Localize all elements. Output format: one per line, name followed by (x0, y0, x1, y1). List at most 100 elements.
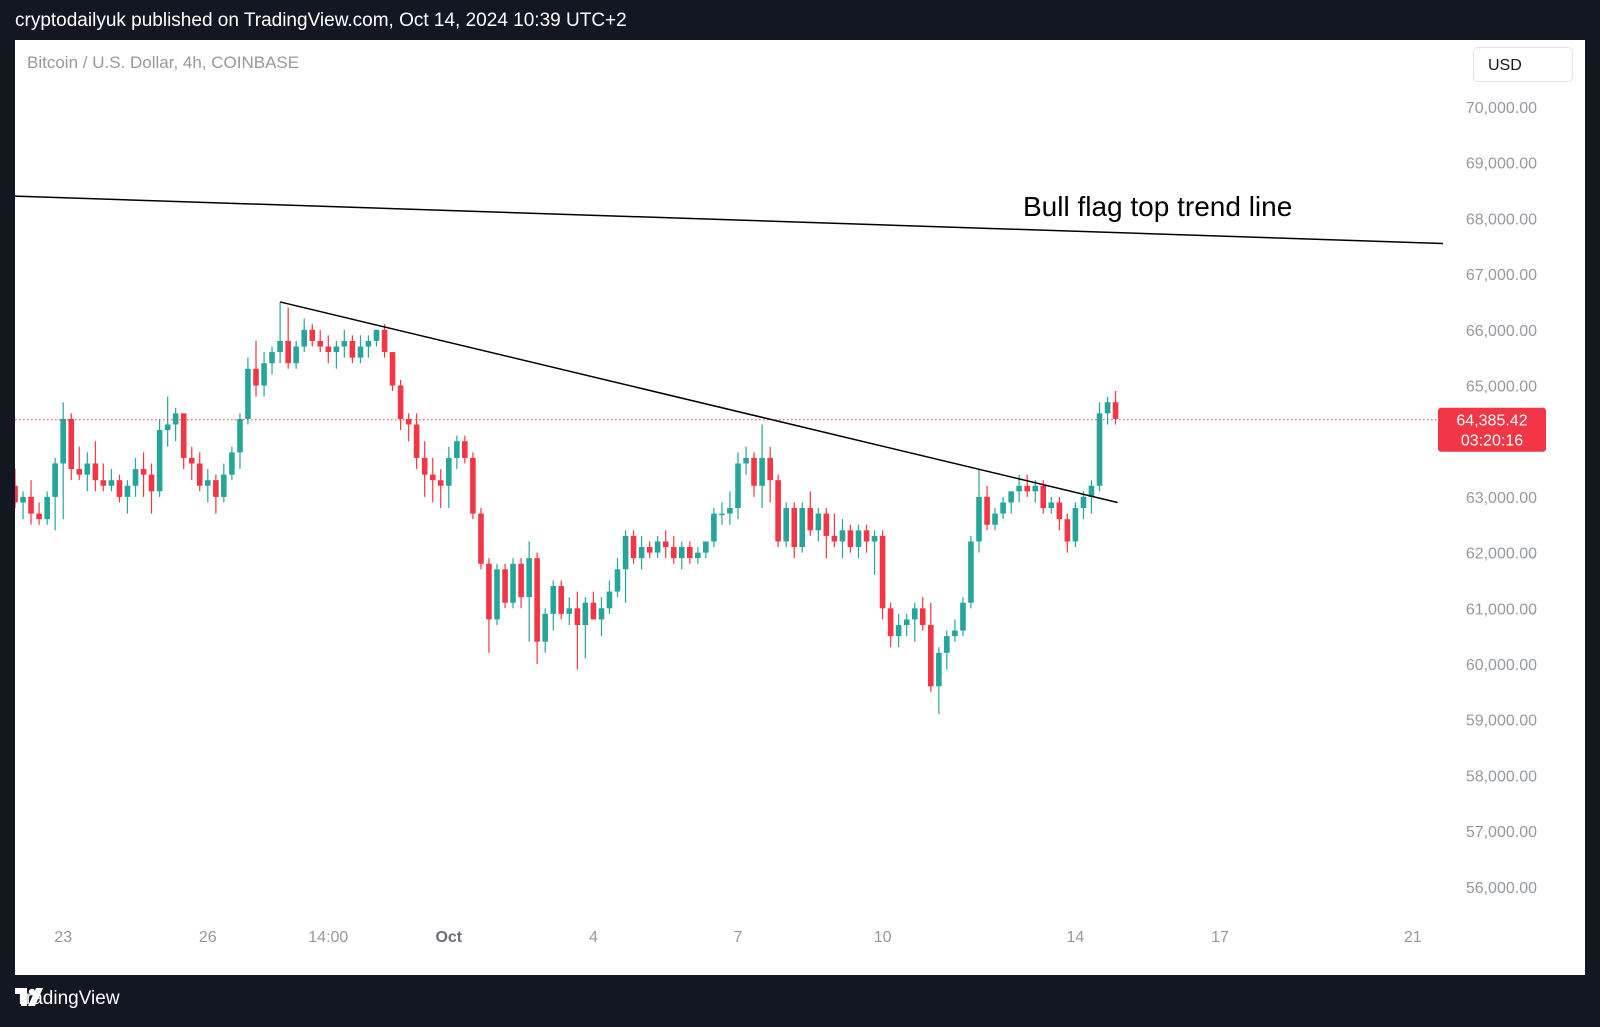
candle-down (590, 602, 597, 620)
candle-down (791, 508, 798, 548)
candle-down (213, 480, 219, 497)
y-tick-label: 60,000.00 (1466, 657, 1537, 674)
candle-down (879, 535, 886, 609)
annotation-layer: Bull flag top trend line (1023, 191, 1292, 222)
candle-up (1096, 413, 1103, 486)
candle-down (325, 346, 332, 353)
candle-up (229, 452, 235, 475)
candle-up (132, 469, 139, 486)
candle-down (687, 547, 693, 559)
candle-up (1072, 508, 1079, 542)
last-price-label: 64,385.42 (1456, 413, 1527, 430)
candle-down (662, 541, 669, 548)
candlestick-chart[interactable]: 70,000.00 69,000.00 68,000.00 67,000.00 66,0… (15, 40, 1585, 975)
candle-up (454, 441, 460, 458)
candle-up (172, 413, 179, 425)
candle-down (863, 530, 870, 542)
candle-up (815, 513, 822, 531)
y-tick-label: 56,000.00 (1466, 880, 1537, 897)
candle-up (221, 474, 227, 497)
candle-up (614, 569, 621, 592)
trend-line (279, 301, 1118, 504)
candle-down (36, 513, 42, 520)
trend-line-annotation: Bull flag top trend line (1023, 191, 1292, 222)
chart-panel[interactable]: 70,000.00 69,000.00 68,000.00 67,000.00 66,0… (15, 40, 1585, 975)
candle-down (413, 424, 420, 458)
candle-up (1104, 402, 1111, 414)
candle-up (759, 457, 765, 486)
candle-up (711, 513, 717, 542)
candle-up (550, 586, 557, 614)
candle-down (253, 368, 259, 386)
candle-down (1056, 502, 1063, 520)
candle-down (180, 413, 187, 458)
candle-down (831, 535, 838, 542)
candle-down (28, 496, 34, 514)
candle-down (670, 547, 677, 559)
candle-up (164, 424, 171, 431)
candle-up (373, 329, 380, 341)
candle-down (349, 340, 356, 358)
candle-down (148, 474, 155, 492)
candle-up (952, 630, 958, 637)
candle-down (919, 608, 926, 626)
candle-down (823, 513, 830, 536)
y-tick-label: 68,000.00 (1466, 211, 1537, 228)
candle-up (1000, 502, 1006, 514)
candle-down (76, 469, 83, 475)
time-axis: 23 26 14:00 Oct 4 7 10 14 17 21 (54, 929, 1421, 946)
candle-down (429, 474, 436, 481)
candle-up (992, 513, 998, 525)
candle-down (381, 329, 388, 353)
tradingview-logo-icon (15, 988, 43, 1006)
candle-down (486, 563, 492, 620)
candle-down (397, 385, 404, 419)
y-tick-label: 65,000.00 (1466, 379, 1537, 396)
candle-down (558, 586, 565, 614)
candle-up (895, 625, 902, 637)
x-tick-label: 14:00 (308, 929, 348, 946)
candle-down (116, 480, 123, 497)
candle-down (140, 469, 147, 475)
y-tick-label: 67,000.00 (1466, 267, 1537, 284)
candle-up (799, 508, 806, 548)
candle-down (15, 485, 18, 503)
trend-line (15, 195, 1443, 245)
candle-down (421, 457, 428, 475)
candle-up (783, 508, 789, 542)
candle-up (44, 496, 50, 520)
x-tick-label: 14 (1067, 929, 1085, 946)
candle-up (542, 613, 548, 642)
candle-down (847, 530, 854, 548)
candle-up (622, 535, 629, 570)
candle-up (333, 346, 340, 353)
tradingview-logo[interactable]: TradingView (15, 988, 120, 1010)
currency-selector[interactable]: USD (1473, 47, 1573, 82)
candle-down (92, 463, 99, 481)
candle-up (1048, 502, 1055, 509)
candle-up (494, 569, 500, 620)
candle-up (357, 346, 364, 358)
candle-down (68, 418, 75, 470)
candle-down (188, 457, 195, 464)
candle-up (341, 340, 348, 347)
x-tick-label: Oct (435, 929, 462, 946)
candle-down (1024, 485, 1030, 492)
candle-down (405, 418, 412, 425)
candle-down (534, 558, 540, 642)
x-tick-label: 10 (874, 929, 892, 946)
candle-down (1040, 485, 1047, 509)
last-price-badge (1438, 407, 1546, 452)
candle-down (196, 463, 203, 486)
candle-down (984, 496, 990, 525)
candle-down (751, 457, 757, 486)
candle-up (582, 602, 589, 626)
x-tick-label: 17 (1211, 929, 1229, 946)
y-tick-label: 70,000.00 (1466, 100, 1537, 117)
symbol-title[interactable]: Bitcoin / U.S. Dollar, 4h, COINBASE (27, 53, 300, 72)
candle-down (285, 340, 291, 364)
candle-up (719, 513, 725, 516)
x-tick-label: 21 (1404, 929, 1422, 946)
y-tick-label: 61,000.00 (1466, 601, 1537, 618)
candle-down (630, 535, 637, 559)
